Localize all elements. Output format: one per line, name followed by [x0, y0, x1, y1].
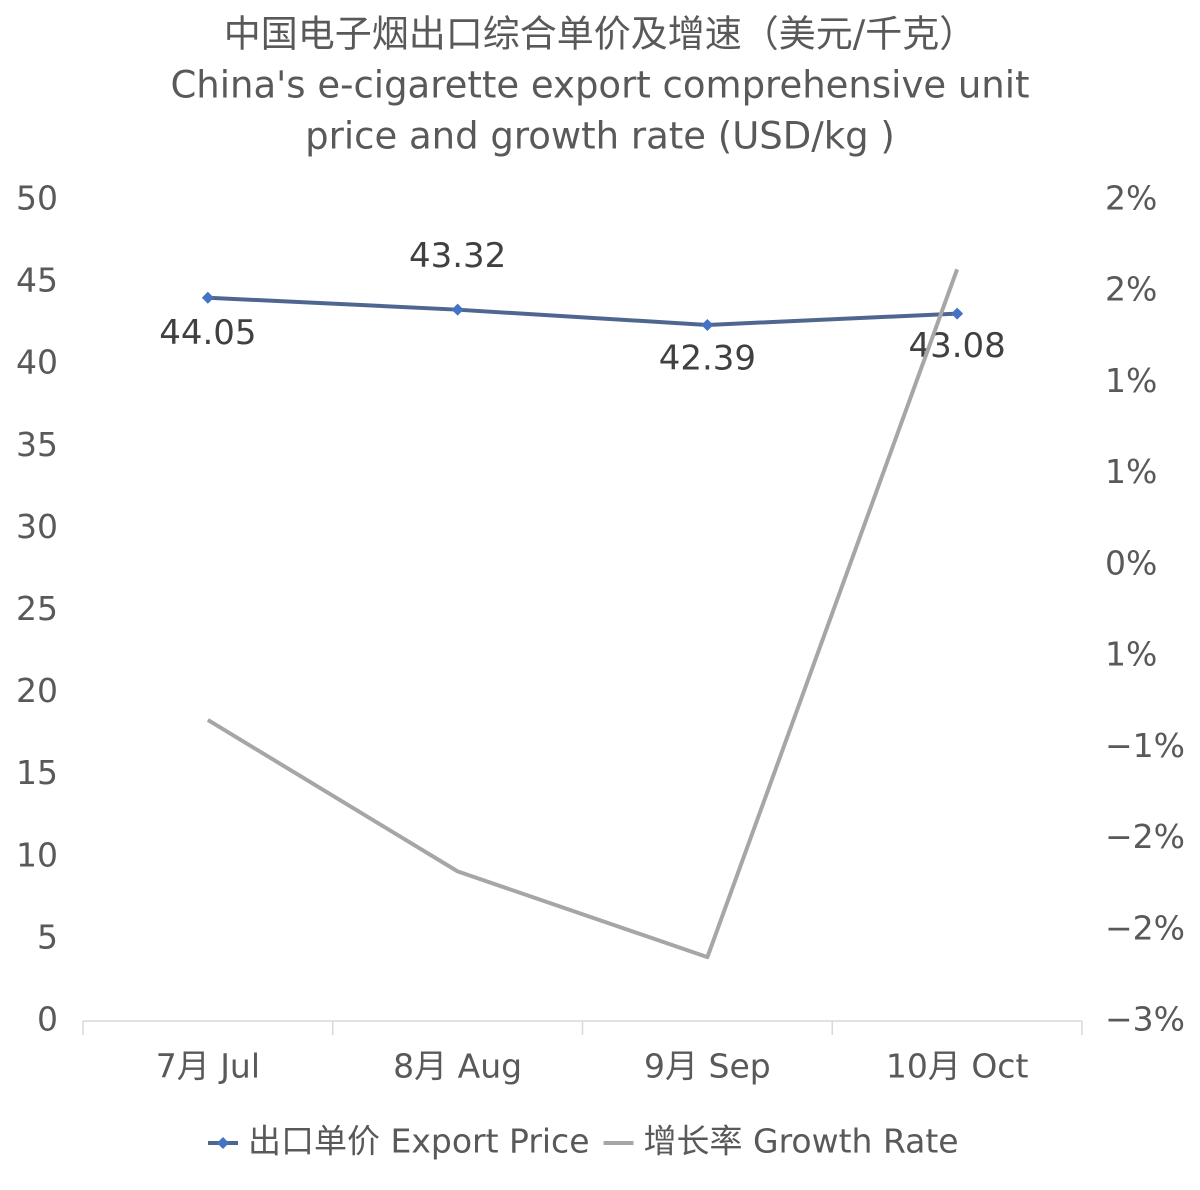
y-tick-label: 15: [16, 753, 58, 792]
chart-title: price and growth rate (USD/kg ): [305, 115, 895, 158]
legend-marker: [217, 1137, 229, 1149]
data-label: 43.32: [409, 236, 506, 276]
marker: [201, 291, 214, 304]
y2-tick-label: 1%: [1105, 452, 1157, 491]
y-tick-label: 50: [16, 179, 58, 218]
chart-title: 中国电子烟出口综合单价及增速（美元/千克）: [224, 13, 976, 56]
chart-title: China's e-cigarette export comprehensive…: [170, 64, 1029, 107]
y-tick-label: 25: [16, 589, 58, 628]
y2-tick-label: −3%: [1105, 1000, 1185, 1039]
marker: [951, 307, 964, 320]
y-tick-label: 40: [16, 343, 58, 382]
y2-tick-label: 1%: [1105, 635, 1157, 674]
y-tick-label: 10: [16, 835, 58, 874]
marker: [701, 318, 714, 331]
y2-tick-label: −2%: [1105, 817, 1185, 856]
series-line: [207, 295, 958, 327]
legend-label: 出口单价 Export Price: [248, 1122, 590, 1161]
x-tick-label: 10月 Oct: [886, 1047, 1029, 1086]
y2-tick-label: 0%: [1105, 543, 1157, 582]
x-tick-label: 7月 Jul: [156, 1047, 260, 1086]
x-tick-label: 8月 Aug: [393, 1047, 522, 1086]
data-label: 44.05: [159, 313, 256, 353]
legend-label: 增长率 Growth Rate: [644, 1122, 959, 1161]
y-tick-label: 0: [37, 1000, 58, 1039]
y-tick-label: 5: [37, 917, 58, 956]
series-line: [206, 268, 960, 960]
y-tick-label: 45: [16, 261, 58, 300]
marker: [451, 303, 464, 316]
y-tick-label: 30: [16, 507, 58, 546]
y2-tick-label: 2%: [1105, 179, 1157, 218]
data-label: 42.39: [659, 338, 756, 378]
x-tick-label: 9月 Sep: [644, 1047, 771, 1086]
y-tick-label: 20: [16, 671, 58, 710]
y2-tick-label: 1%: [1105, 361, 1157, 400]
y-tick-label: 35: [16, 425, 58, 464]
y2-tick-label: 2%: [1105, 270, 1157, 309]
y2-tick-label: −2%: [1105, 908, 1185, 947]
y2-tick-label: −1%: [1105, 726, 1185, 765]
